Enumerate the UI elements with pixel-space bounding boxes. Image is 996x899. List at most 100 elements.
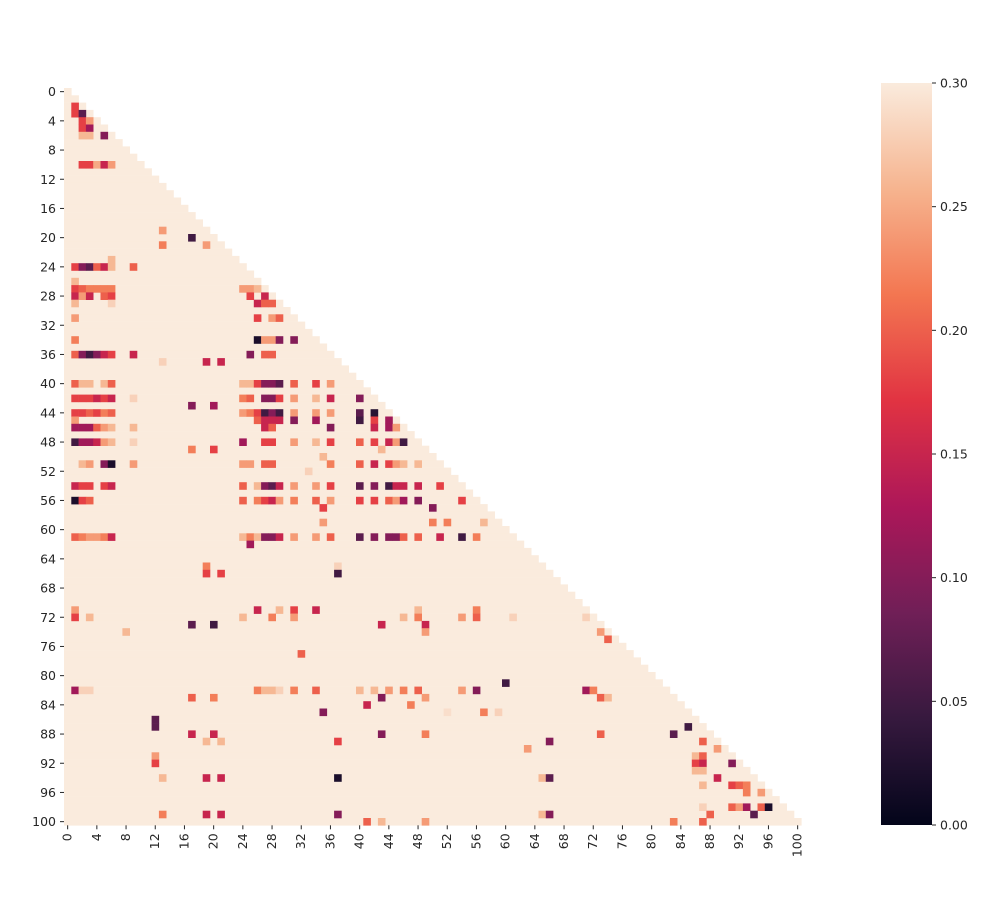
y-tick-label: 44 — [40, 405, 56, 420]
heatmap-cell — [443, 518, 452, 527]
heatmap-cell — [392, 496, 401, 505]
heatmap-cell — [334, 737, 342, 746]
heatmap-cell — [261, 299, 269, 308]
heatmap-cell — [100, 409, 109, 417]
heatmap-cell — [202, 569, 211, 578]
heatmap-cell — [429, 504, 437, 512]
heatmap-row-19 — [64, 226, 211, 235]
heatmap-cell — [699, 752, 707, 760]
heatmap-cell — [71, 350, 79, 359]
heatmap-cell — [356, 416, 364, 425]
heatmap-cell — [85, 380, 94, 388]
heatmap-row-62 — [64, 540, 525, 549]
heatmap-cell — [239, 496, 247, 505]
heatmap-cell — [78, 131, 87, 140]
heatmap-cell — [239, 460, 247, 468]
x-tick-label: 28 — [264, 833, 279, 849]
x-axis: 0 4 8 12 16 20 24 28 32 36 40 44 48 52 56 60 64 68 72 76 80 8… — [60, 825, 805, 857]
heatmap-cell — [239, 380, 247, 388]
heatmap-row-58 — [64, 511, 495, 519]
heatmap-row-35 — [64, 343, 328, 352]
heatmap-cell — [71, 109, 79, 118]
heatmap-row-100 — [64, 818, 802, 826]
heatmap-row-7 — [64, 139, 123, 147]
heatmap-row-30 — [64, 307, 291, 315]
heatmap-row-79 — [64, 664, 649, 673]
heatmap-cell — [85, 496, 94, 505]
heatmap-row-49 — [64, 445, 430, 454]
heatmap-cell — [370, 423, 379, 432]
heatmap-row-43 — [64, 401, 386, 410]
heatmap-row-41 — [64, 387, 371, 395]
heatmap-cell — [421, 730, 430, 738]
heatmap-cell — [735, 803, 744, 811]
heatmap-cell — [735, 781, 744, 790]
heatmap-row-46 — [64, 423, 408, 432]
heatmap-cell — [604, 635, 612, 644]
heatmap-cell — [414, 606, 422, 614]
x-tick-label: 24 — [235, 833, 250, 849]
x-tick-label: 76 — [614, 833, 629, 849]
heatmap-row-17 — [64, 212, 196, 220]
heatmap-row-36 — [64, 350, 335, 359]
heatmap-cell — [71, 409, 79, 417]
heatmap-row-94 — [64, 774, 758, 782]
heatmap-cell — [399, 460, 408, 468]
heatmap-cell — [202, 358, 211, 366]
heatmap-cell — [691, 759, 700, 768]
heatmap-cell — [78, 292, 87, 300]
heatmap-row-45 — [64, 416, 401, 425]
heatmap-cell — [297, 650, 306, 658]
heatmap-cell — [312, 438, 320, 446]
heatmap-row-55 — [64, 489, 474, 498]
heatmap-row-22 — [64, 248, 233, 257]
heatmap-cell — [312, 533, 320, 541]
heatmap-row-8 — [64, 146, 130, 154]
heatmap-cell — [71, 380, 79, 388]
heatmap-cell — [699, 766, 707, 775]
heatmap-cell — [85, 285, 94, 293]
heatmap-cell — [217, 774, 225, 782]
heatmap-row-84 — [64, 701, 685, 709]
x-tick-label: 88 — [702, 833, 717, 849]
y-tick-label: 84 — [40, 697, 56, 712]
heatmap-cell — [158, 241, 167, 249]
heatmap-cell — [742, 803, 751, 811]
heatmap-cell — [253, 299, 262, 308]
heatmap-cell — [699, 818, 707, 826]
x-tick-label: 8 — [118, 833, 133, 841]
heatmap-cell — [319, 518, 328, 527]
heatmap-cell — [93, 533, 101, 541]
heatmap-cell — [100, 263, 109, 271]
heatmap-row-39 — [64, 372, 357, 381]
heatmap-cell — [261, 336, 269, 344]
heatmap-cell — [757, 803, 766, 811]
heatmap-cell — [253, 482, 262, 490]
x-tick-label: 20 — [206, 833, 221, 849]
heatmap-cell — [246, 350, 255, 359]
y-tick-label: 88 — [40, 727, 56, 742]
heatmap-cell — [399, 686, 408, 695]
heatmap-cell — [290, 438, 298, 446]
y-tick-label: 8 — [48, 143, 56, 158]
heatmap-cell — [253, 533, 262, 541]
heatmap-row-24 — [64, 263, 247, 271]
heatmap-row-99 — [64, 810, 795, 819]
heatmap-row-97 — [64, 796, 780, 804]
heatmap-cell — [78, 686, 87, 695]
heatmap-cell — [71, 482, 79, 490]
heatmap-cell — [71, 285, 79, 293]
heatmap-cell — [129, 350, 138, 359]
heatmap-cell — [85, 350, 94, 359]
x-tick-label: 44 — [381, 833, 396, 849]
heatmap-cell — [538, 774, 547, 782]
heatmap-cell — [275, 533, 284, 541]
heatmap-cell — [85, 263, 94, 271]
x-tick-label: 40 — [352, 833, 367, 849]
heatmap-cell — [158, 358, 167, 366]
heatmap-cell — [370, 686, 379, 695]
heatmap-cell — [71, 277, 79, 286]
heatmap-row-23 — [64, 255, 240, 264]
heatmap-cell — [78, 380, 87, 388]
heatmap-cell — [71, 314, 79, 322]
